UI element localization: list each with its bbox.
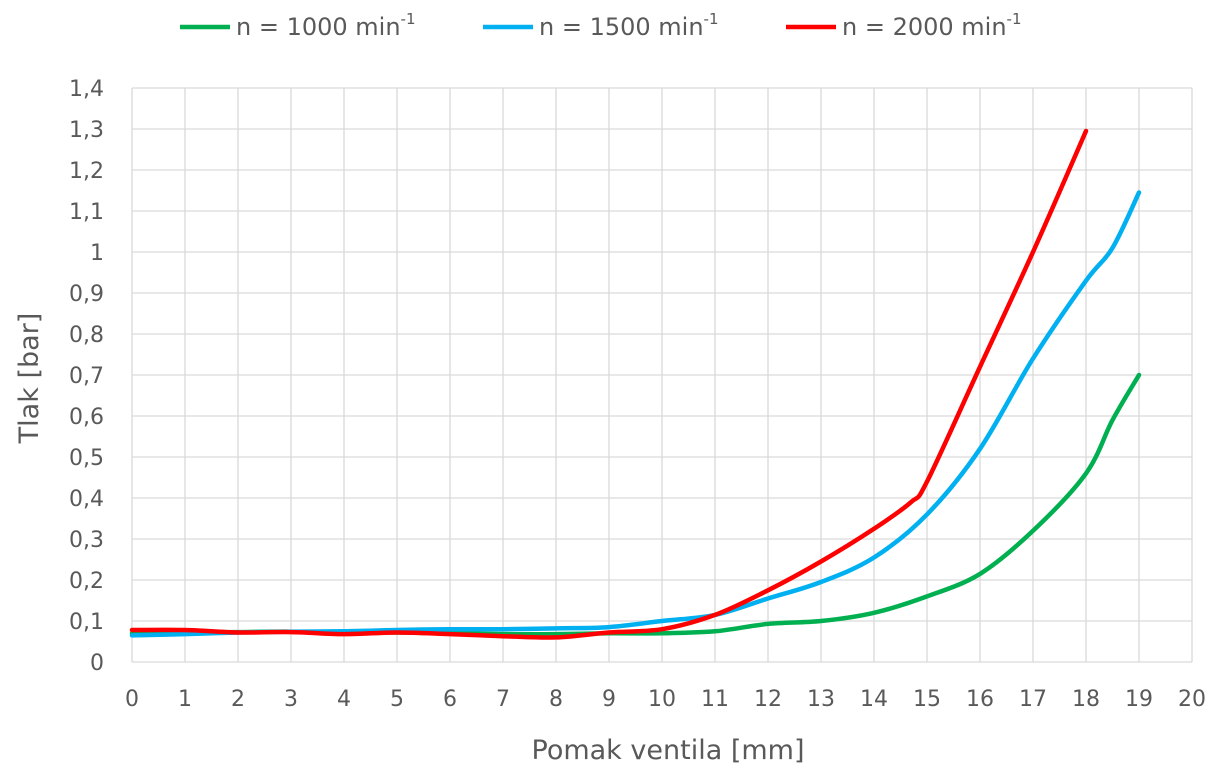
x-tick-label: 13: [807, 687, 835, 712]
y-tick-label: 0,7: [69, 364, 104, 389]
y-tick-label: 0: [90, 651, 104, 676]
y-tick-label: 1: [90, 241, 104, 266]
x-tick-label: 0: [125, 687, 139, 712]
y-tick-label: 0,4: [69, 487, 104, 512]
x-tick-label: 17: [1019, 687, 1047, 712]
y-tick-label: 0,6: [69, 405, 104, 430]
y-tick-label: 1,1: [69, 200, 104, 225]
x-tick-label: 10: [648, 687, 676, 712]
x-axis-title: Pomak ventila [mm]: [532, 735, 805, 766]
grid: [131, 87, 1193, 663]
y-tick-labels: 0 0,1 0,2 0,3 0,4 0,5 0,6 0,7 0,8 0,9 1 1,1 1,2 1,3 1,…: [69, 77, 104, 676]
legend: n = 1000 min-1 n = 1500 min-1 n = 2000 min…: [180, 10, 1022, 41]
x-tick-label: 9: [602, 687, 616, 712]
x-tick-label: 3: [284, 687, 298, 712]
y-tick-label: 1,3: [69, 118, 104, 143]
y-tick-label: 0,2: [69, 569, 104, 594]
legend-label: n = 1500 min-1: [539, 10, 719, 41]
y-tick-label: 0,3: [69, 528, 104, 553]
x-tick-label: 14: [860, 687, 888, 712]
x-tick-label: 12: [754, 687, 782, 712]
x-tick-labels: 0 1 2 3 4 5 6 7 8 9 10 11 12 13 14 15 16 17 18 19 20: [125, 687, 1206, 712]
series-line-1: [129, 372, 1142, 637]
x-tick-label: 16: [966, 687, 994, 712]
y-tick-label: 1,4: [69, 77, 104, 102]
y-tick-label: 0,5: [69, 446, 104, 471]
x-tick-label: 20: [1178, 687, 1206, 712]
y-axis-title: Tlak [bar]: [14, 313, 45, 445]
x-tick-label: 6: [443, 687, 457, 712]
x-tick-label: 11: [701, 687, 729, 712]
x-tick-label: 19: [1125, 687, 1153, 712]
series-lines: [129, 128, 1142, 640]
x-tick-label: 4: [337, 687, 351, 712]
x-tick-label: 18: [1072, 687, 1100, 712]
y-tick-label: 0,8: [69, 323, 104, 348]
y-tick-label: 0,1: [69, 610, 104, 635]
x-tick-label: 1: [178, 687, 192, 712]
x-tick-label: 15: [913, 687, 941, 712]
series-line-3: [129, 128, 1089, 640]
x-tick-label: 8: [549, 687, 563, 712]
x-tick-label: 7: [496, 687, 510, 712]
legend-label: n = 1000 min-1: [236, 10, 416, 41]
x-tick-label: 5: [390, 687, 404, 712]
y-tick-label: 0,9: [69, 282, 104, 307]
x-tick-label: 2: [231, 687, 245, 712]
y-tick-label: 1,2: [69, 159, 104, 184]
legend-label: n = 2000 min-1: [842, 10, 1022, 41]
